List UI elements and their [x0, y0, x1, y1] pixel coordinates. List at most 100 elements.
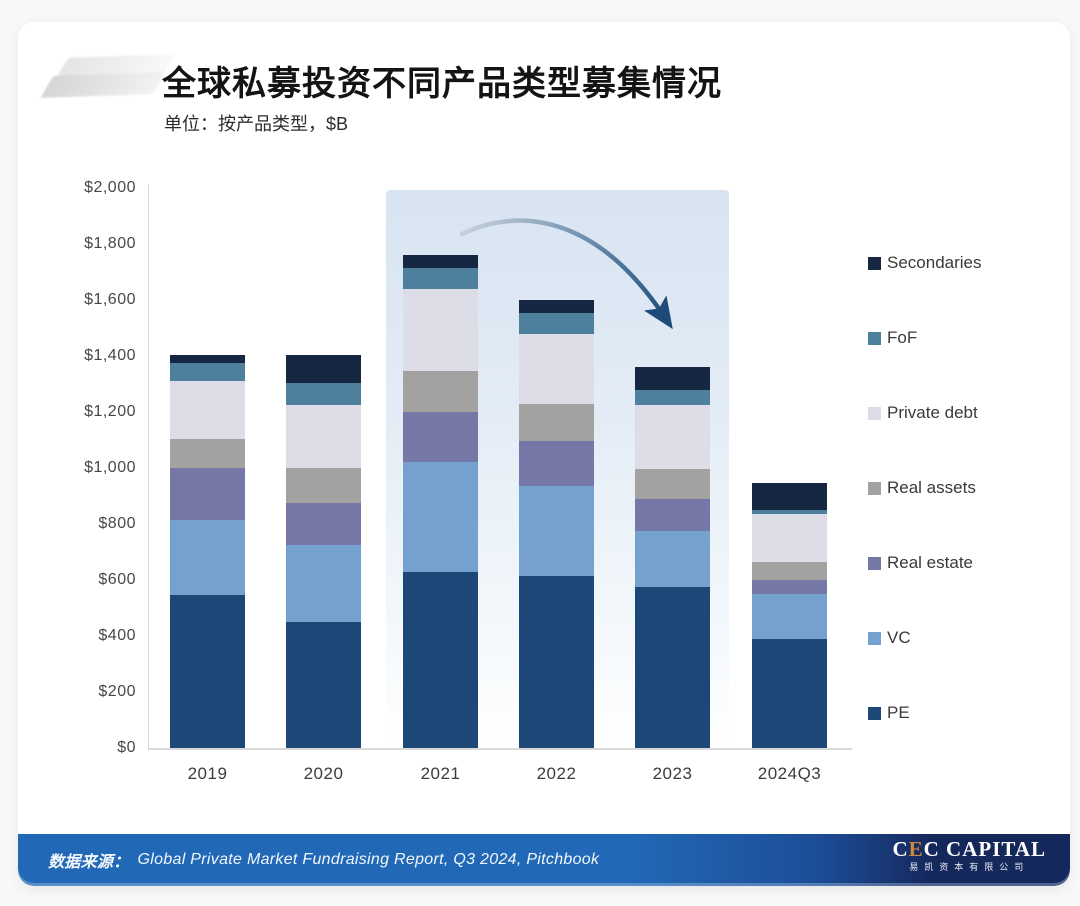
legend-item-real-estate: Real estate — [868, 553, 982, 572]
bar-segment-real-assets-2024Q3 — [752, 561, 827, 581]
logo-accent-letter: E — [908, 837, 924, 861]
bar-segment-vc-2020 — [286, 545, 361, 622]
bar-segment-fof-2024Q3 — [752, 510, 827, 515]
x-axis-label-2022: 2022 — [536, 764, 577, 783]
legend-label: Real estate — [887, 553, 973, 572]
bar-segment-real-assets-2023 — [635, 469, 710, 499]
legend-label: Private debt — [887, 403, 978, 422]
legend-item-private-debt: Private debt — [868, 403, 982, 422]
y-tick-label: $600 — [98, 571, 136, 588]
x-axis-label-2020: 2020 — [303, 764, 344, 783]
legend-label: Real assets — [887, 478, 976, 497]
bar-segment-vc-2019 — [170, 519, 245, 596]
chart-unit-subtitle: 单位：按产品类型，$B — [164, 114, 349, 134]
y-tick-label: $1,600 — [84, 291, 136, 308]
y-tick-label: $1,000 — [84, 459, 136, 476]
bar-segment-fof-2023 — [635, 389, 710, 406]
legend-item-vc: VC — [868, 628, 982, 647]
logo-chinese-subtext: 易凯资本有限公司 — [909, 862, 1030, 873]
bar-segment-real-assets-2022 — [519, 403, 594, 442]
bar-segment-private-debt-2021 — [403, 288, 478, 372]
bar-segment-fof-2022 — [519, 312, 594, 334]
bar-segment-secondaries-2021 — [403, 255, 478, 268]
y-tick-label: $800 — [98, 515, 136, 532]
bar-2023 — [635, 367, 710, 748]
bar-segment-pe-2021 — [403, 571, 478, 748]
legend-item-pe: PE — [868, 703, 982, 722]
legend-swatch-icon — [868, 556, 881, 570]
bar-segment-real-assets-2020 — [286, 468, 361, 503]
bar-segment-pe-2020 — [286, 622, 361, 748]
data-source-line: 数据来源： Global Private Market Fundraising … — [48, 834, 599, 886]
bar-2020 — [286, 354, 361, 748]
legend-swatch-icon — [868, 406, 881, 420]
legend-item-fof: FoF — [868, 328, 982, 347]
bar-segment-pe-2022 — [519, 575, 594, 748]
chart-area: $2,000 $1,800 $1,600 $1,400 $1,200 $1,000 $800… — [18, 22, 1070, 886]
data-source-text: Global Private Market Fundraising Report… — [137, 851, 600, 868]
bar-segment-fof-2019 — [170, 363, 245, 382]
legend-label: FoF — [887, 328, 918, 347]
bar-segment-pe-2023 — [635, 587, 710, 748]
bar-segment-secondaries-2022 — [519, 300, 594, 313]
bar-2022 — [519, 300, 594, 748]
y-tick-label: $200 — [98, 683, 136, 700]
footer-band: 数据来源： Global Private Market Fundraising … — [18, 834, 1070, 886]
bar-segment-real-estate-2020 — [286, 503, 361, 545]
bar-segment-private-debt-2019 — [170, 381, 245, 439]
page-title: 全球私募投资不同产品类型募集情况 — [162, 65, 722, 103]
y-tick-label: $400 — [98, 627, 136, 644]
bar-segment-private-debt-2024Q3 — [752, 514, 827, 562]
y-tick-label: $1,200 — [84, 403, 136, 420]
legend-swatch-icon — [868, 256, 881, 270]
legend-item-secondaries: Secondaries — [868, 253, 982, 272]
y-tick-label: $2,000 — [84, 179, 136, 196]
y-tick-label: $1,400 — [84, 347, 136, 364]
bar-segment-private-debt-2023 — [635, 405, 710, 470]
bar-segment-real-estate-2023 — [635, 498, 710, 531]
bar-segment-real-assets-2019 — [170, 438, 245, 469]
bar-segment-secondaries-2019 — [170, 354, 245, 364]
logo-wordmark: CEC CAPITAL — [892, 837, 1046, 861]
bar-segment-vc-2021 — [403, 462, 478, 572]
bar-segment-fof-2021 — [403, 267, 478, 289]
bar-segment-pe-2024Q3 — [752, 638, 827, 748]
bar-segment-real-estate-2019 — [170, 468, 245, 520]
x-axis-line — [148, 748, 852, 750]
legend-swatch-icon — [868, 331, 881, 345]
bar-2021 — [403, 255, 478, 748]
bar-2024Q3 — [752, 483, 827, 748]
bar-segment-secondaries-2024Q3 — [752, 483, 827, 511]
bar-segment-real-estate-2024Q3 — [752, 580, 827, 595]
x-axis-label-2019: 2019 — [187, 764, 228, 783]
legend-swatch-icon — [868, 631, 881, 645]
bar-segment-vc-2024Q3 — [752, 594, 827, 639]
bar-segment-real-assets-2021 — [403, 371, 478, 413]
bar-segment-vc-2022 — [519, 486, 594, 576]
bar-segment-real-estate-2021 — [403, 412, 478, 463]
bar-segment-secondaries-2020 — [286, 354, 361, 383]
bar-segment-fof-2020 — [286, 382, 361, 405]
legend: Secondaries FoF Private debt Real assets Rea… — [868, 253, 982, 722]
bar-segment-real-estate-2022 — [519, 441, 594, 487]
cec-capital-logo: CEC CAPITAL 易凯资本有限公司 — [892, 837, 1046, 873]
legend-swatch-icon — [868, 706, 881, 720]
legend-label: PE — [887, 703, 910, 722]
legend-label: Secondaries — [887, 253, 982, 272]
bar-segment-secondaries-2023 — [635, 367, 710, 390]
y-axis-line — [148, 184, 149, 748]
data-source-label: 数据来源： — [48, 854, 130, 871]
bar-segment-private-debt-2022 — [519, 333, 594, 404]
x-axis-label-2024Q3: 2024Q3 — [757, 764, 822, 783]
bar-segment-vc-2023 — [635, 531, 710, 587]
chart-card: 全球私募投资不同产品类型募集情况 单位：按产品类型，$B $2,000 $1,80… — [18, 22, 1070, 886]
x-axis-label-2021: 2021 — [420, 764, 461, 783]
bar-segment-private-debt-2020 — [286, 405, 361, 468]
legend-swatch-icon — [868, 481, 881, 495]
bar-segment-pe-2019 — [170, 595, 245, 748]
y-tick-label: $1,800 — [84, 235, 136, 252]
bar-2019 — [170, 354, 245, 748]
x-axis-label-2023: 2023 — [652, 764, 693, 783]
y-tick-label: $0 — [117, 739, 136, 756]
legend-label: VC — [887, 628, 911, 647]
